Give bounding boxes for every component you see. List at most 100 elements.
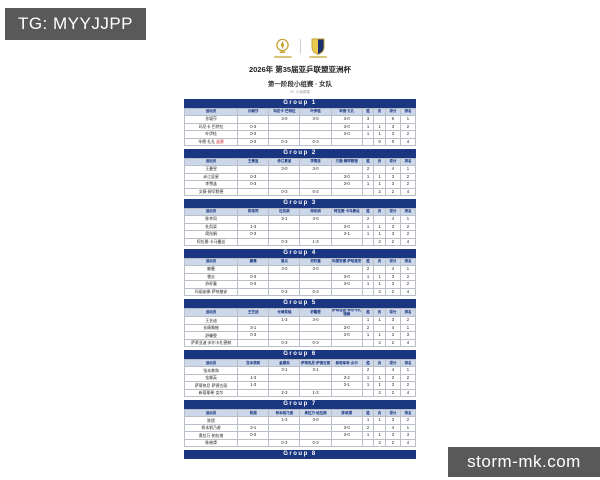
group-title-bar: Group 2 [184, 149, 416, 158]
rank-cell: 4 [399, 237, 417, 246]
col-stat-header: 负 [373, 158, 386, 166]
player-name-cell: 文薇·穆罕默德 [183, 187, 239, 196]
score-cell: 3-0 [330, 431, 363, 440]
col-opponent-header: 曾尖 [268, 258, 301, 266]
player-row: 张本美和 3-1 3-1 2 4 1 [183, 366, 417, 375]
score-cell [237, 237, 270, 246]
score-cell: 1-3 [268, 416, 301, 425]
header-row: 运动员 王曼昱 赤江夏星 李雪涟 文薇·穆罕默德胜负得分 排名 [183, 158, 417, 166]
wins-cell: 1 [361, 272, 375, 281]
score-cell: 0-3 [299, 287, 332, 296]
points-cell: 3 [384, 180, 401, 189]
diagonal-cell [237, 265, 270, 274]
points-cell: 3 [384, 130, 401, 139]
points-cell: 4 [384, 323, 401, 333]
attu-emblem [273, 38, 292, 58]
group-title-bar: Group 4 [184, 249, 416, 258]
points-cell: 3 [384, 272, 401, 281]
col-stat-header: 胜 [361, 158, 375, 166]
wins-cell: 2 [361, 423, 375, 433]
losses-cell [373, 115, 386, 124]
col-opponent-header: 叶伊桂 [299, 108, 332, 116]
score-cell: 2-3 [268, 388, 301, 398]
col-opponent-header: 蒯曼 [237, 258, 270, 266]
rank-cell: 2 [399, 172, 417, 181]
diagonal-cell [237, 366, 270, 375]
score-cell: 0-3 [237, 172, 270, 181]
player-name-cell: 奥拉万·帕拉南 [183, 431, 239, 440]
group-table: 运动员 孙颖莎 玛尼卡·巴特拉 叶伊桂 辛德·扎扎胜负得分 排名 孙颖莎 3-0 3-0 3-0 3… [183, 108, 417, 146]
col-stat-header: 得分 [384, 359, 401, 368]
col-stat-header: 负 [373, 108, 386, 116]
losses-cell: 1 [373, 316, 386, 325]
rank-cell: 1 [399, 323, 417, 333]
losses-cell: 1 [373, 172, 386, 181]
score-cell: 1-3 [299, 388, 332, 398]
player-name-cell: 桥本帆乃香 [183, 423, 239, 433]
wins-cell: 1 [361, 172, 375, 181]
rank-cell: 1 [399, 165, 417, 174]
col-opponent-header: 王艺迪 [237, 307, 270, 318]
col-opponent-header: 金娜英 [268, 359, 301, 368]
points-cell: 2 [384, 287, 401, 296]
player-row: 萨蒂热尼·萨德古丽 1-3 3-1 1 1 3 2 [183, 381, 417, 390]
score-cell [299, 323, 332, 333]
rank-cell: 2 [399, 222, 417, 231]
col-stat-header: 负 [373, 258, 386, 266]
wins-cell: 1 [361, 331, 375, 340]
score-cell [330, 416, 363, 425]
col-opponent-header: 玛尼卡·巴特拉 [268, 108, 301, 116]
domain-watermark: storm-mk.com [448, 447, 600, 477]
col-opponent-header: 王曼昱 [237, 158, 270, 166]
wins-cell: 3 [361, 115, 375, 124]
score-cell: 3-1 [330, 230, 363, 239]
player-name-cell: 萨蒂热尼·萨德古丽 [183, 381, 239, 390]
player-name-cell: 萨蒂亚波·米尔卡扎德赫 [183, 338, 239, 348]
score-cell [299, 373, 332, 383]
losses-cell: 2 [373, 338, 386, 348]
player-row: 阿拉雅·卡马曼丝 0-3 1-3 2 2 4 [183, 237, 417, 246]
diagonal-cell [299, 180, 332, 189]
col-stat-header: 排名 [399, 108, 417, 116]
losses-cell: 0 [373, 137, 386, 146]
col-opponent-header: 简彤娟 [299, 208, 332, 216]
losses-cell: 1 [373, 431, 386, 440]
losses-cell: 2 [373, 388, 386, 398]
player-row: 赤江夏星 0-3 3-0 1 1 3 2 [183, 172, 417, 181]
col-stat-header: 排名 [399, 409, 417, 418]
col-stat-header: 负 [373, 409, 386, 418]
col-player-header: 运动员 [183, 158, 239, 166]
player-row: 李雪涟 0-3 3-0 1 1 3 2 [183, 180, 417, 189]
wins-cell: 1 [361, 316, 375, 325]
col-player-header: 运动员 [183, 307, 239, 318]
rank-cell: 1 [399, 215, 417, 224]
points-cell: 4 [384, 366, 401, 375]
group-7: Group 7 运动员 陈熠 桥本帆乃香 奥拉万·帕拉南 陈晓潭胜负得分 排名 陈熠 1-3 3-… [183, 400, 417, 448]
player-name-cell: 王曼昱 [183, 165, 239, 174]
score-cell [237, 438, 270, 448]
score-cell: 0-3 [237, 280, 270, 289]
score-cell [330, 165, 363, 174]
player-row: 陈幸同 3-1 3-0 2 4 1 [183, 215, 417, 224]
score-cell: 0-3 [268, 137, 301, 146]
wins-cell [361, 137, 375, 146]
rank-cell: 4 [399, 137, 417, 146]
rank-cell: 2 [399, 316, 417, 325]
score-cell: 3-0 [330, 122, 363, 131]
losses-cell [373, 423, 386, 433]
score-cell: 0-3 [299, 338, 332, 348]
wins-cell: 1 [361, 222, 375, 231]
player-name-cell: 杜凯琹 [183, 222, 239, 231]
asian-cup-shield-icon [311, 38, 324, 55]
withdraw-note: 退赛 [215, 138, 224, 144]
score-cell: 3-0 [330, 130, 363, 139]
diagonal-cell [268, 122, 301, 131]
diagonal-cell [268, 323, 301, 333]
tournament-title: 2026年 第35届亚乒联盟亚洲杯 [248, 65, 352, 74]
group-title-bar: Group 5 [184, 299, 416, 308]
diagonal-cell [268, 272, 301, 281]
group-table: 运动员 蒯曼 曾尖 苏籽童 玛丽安娜·萨哈基安胜负得分 排名 蒯曼 3-0 3-0 2 4 1 曾尖 0-… [183, 258, 417, 296]
score-cell: 1-3 [268, 316, 301, 325]
col-stat-header: 得分 [384, 409, 401, 418]
